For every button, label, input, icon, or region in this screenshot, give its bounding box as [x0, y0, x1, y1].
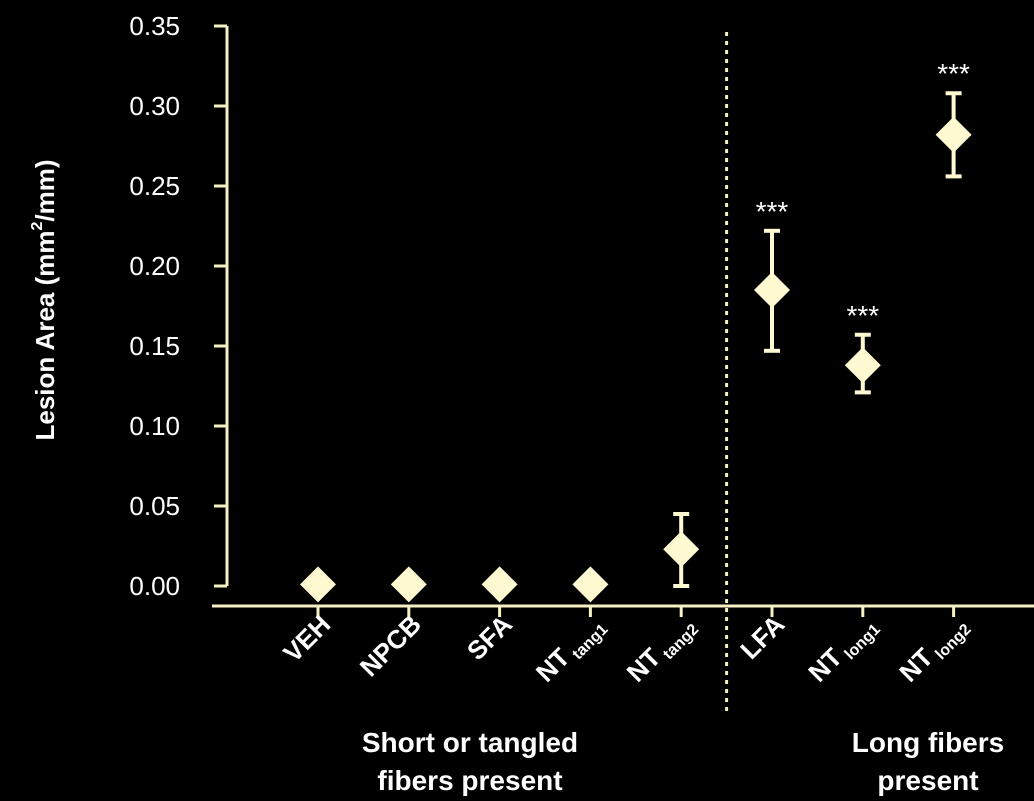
y-tick-label: 0.05: [129, 491, 180, 521]
annotation-lfa: ***: [756, 196, 789, 227]
y-tick-label: 0.15: [129, 331, 180, 361]
group-label-long-line2: present: [877, 765, 978, 796]
annotation-nt-long1: ***: [846, 300, 879, 331]
point-lfa: [754, 272, 790, 308]
y-axis-label-main: Lesion Area (mm: [30, 231, 60, 441]
group-label-short: Short or tangled fibers present: [362, 727, 578, 796]
point-nt-tang2: [663, 531, 700, 568]
point-nt-tang1: [572, 566, 609, 603]
point-veh: [300, 566, 336, 603]
y-tick-label: 0.35: [129, 11, 180, 41]
y-tick-label: 0.30: [129, 91, 180, 121]
y-axis-ticks: 0.00 0.05 0.10 0.15 0.20 0.25 0.30 0.35: [129, 11, 227, 601]
y-tick-label: 0.25: [129, 171, 180, 201]
axes: [212, 26, 1034, 617]
data-points: [300, 116, 972, 603]
annotation-nt-long2: ***: [937, 58, 970, 89]
point-sfa: [481, 566, 518, 603]
group-label-long: Long fibers present: [852, 727, 1004, 796]
y-tick-label: 0.20: [129, 251, 180, 281]
y-axis-label: Lesion Area (mm2/mm): [29, 159, 60, 440]
group-label-long-line1: Long fibers: [852, 727, 1004, 758]
y-axis-label-superscript: 2: [29, 222, 46, 231]
y-axis-label-tail: /mm): [30, 159, 60, 221]
point-npcb: [390, 566, 427, 603]
group-label-short-line1: Short or tangled: [362, 727, 578, 758]
group-label-short-line2: fibers present: [377, 765, 562, 796]
point-nt-long1: [844, 347, 881, 384]
y-tick-label: 0.00: [129, 571, 180, 601]
significance-annotations: *** *** ***: [756, 58, 970, 331]
point-nt-long2: [935, 116, 972, 153]
y-tick-label: 0.10: [129, 411, 180, 441]
